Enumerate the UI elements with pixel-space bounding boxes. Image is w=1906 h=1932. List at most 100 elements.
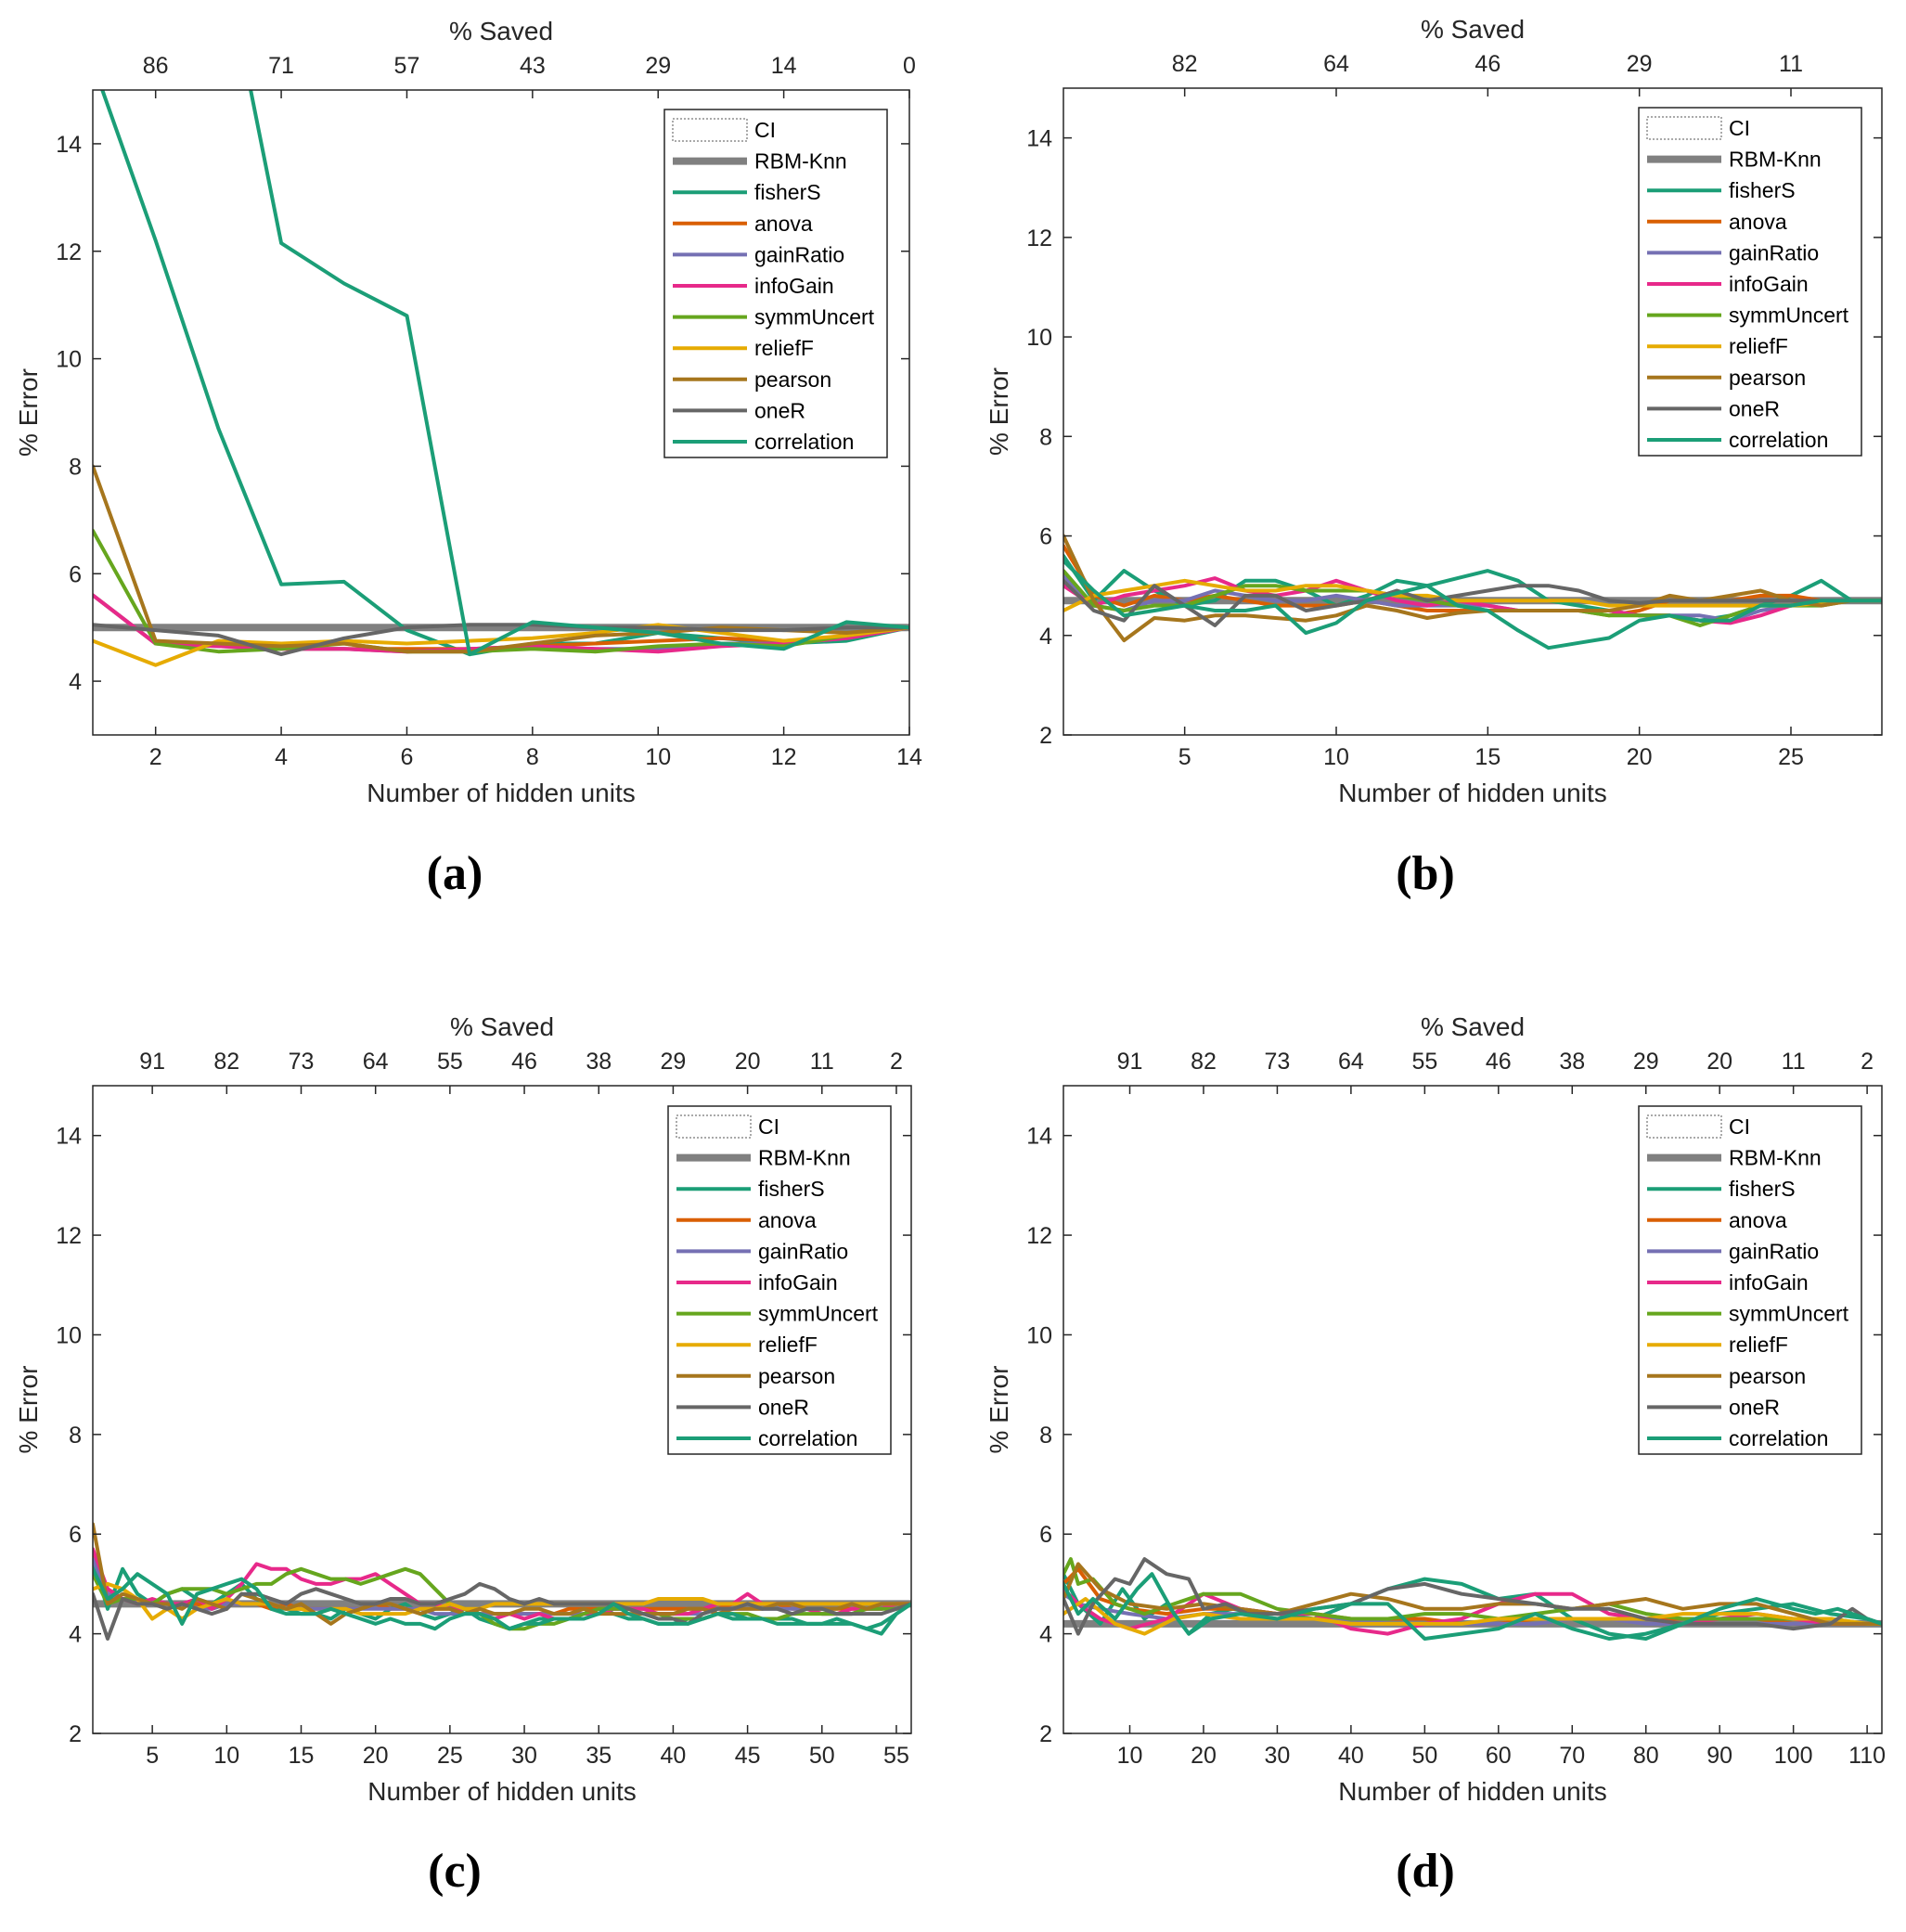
x-tick-label: 70 — [1559, 1743, 1585, 1769]
top-tick-label: 11 — [810, 1049, 834, 1075]
y-tick-label: 14 — [1026, 1124, 1052, 1150]
top-tick-label: 46 — [1475, 51, 1500, 77]
x-tick-label: 110 — [1848, 1743, 1886, 1769]
top-tick-label: 82 — [213, 1049, 239, 1075]
top-tick-label: 29 — [661, 1049, 687, 1075]
top-tick-label: 11 — [1782, 1049, 1806, 1075]
x-tick-label: 8 — [526, 744, 539, 770]
top-tick-label: 20 — [735, 1049, 761, 1075]
top-tick-label: 91 — [1117, 1049, 1143, 1075]
y-tick-label: 14 — [56, 132, 82, 158]
series-line-pearson — [1063, 534, 1882, 643]
panel-label: (b) — [1396, 847, 1455, 900]
y-tick-label: 6 — [1039, 524, 1052, 550]
y-tick-label: 2 — [69, 1721, 82, 1747]
top-tick-label: 91 — [139, 1049, 165, 1075]
y-axis-label: % Error — [14, 1366, 43, 1454]
y-tick-label: 6 — [69, 561, 82, 587]
top-tick-label: 29 — [645, 53, 671, 79]
top-tick-label: 11 — [1779, 51, 1803, 77]
top-tick-label: 55 — [1411, 1049, 1437, 1075]
x-tick-label: 50 — [1411, 1743, 1437, 1769]
legend-box — [663, 109, 888, 458]
y-tick-label: 6 — [69, 1522, 82, 1548]
y-tick-label: 2 — [1039, 723, 1052, 749]
y-tick-label: 10 — [1026, 1322, 1052, 1348]
legend-box — [1638, 1105, 1862, 1455]
x-tick-label: 6 — [401, 744, 414, 770]
y-tick-label: 4 — [1039, 1622, 1052, 1648]
series-line-correlation — [1063, 1572, 1882, 1641]
top-axis-label: % Saved — [450, 1012, 554, 1041]
top-tick-label: 38 — [1559, 1049, 1585, 1075]
x-tick-label: 90 — [1706, 1743, 1732, 1769]
series-group — [93, 1522, 911, 1641]
legend-label: RBM-Knn — [1729, 148, 1822, 172]
legend-swatch-ci — [1646, 1114, 1722, 1139]
y-tick-label: 14 — [56, 1124, 82, 1150]
legend: CI RBM-Knn fisherS anova gainRatio infoGain sy… — [1638, 1105, 1862, 1455]
x-tick-label: 35 — [586, 1743, 612, 1769]
top-tick-label: 64 — [363, 1049, 389, 1075]
x-tick-label: 20 — [363, 1743, 389, 1769]
x-tick-label: 15 — [1475, 744, 1500, 770]
legend-label: anova — [758, 1208, 817, 1232]
legend-label: symmUncert — [1729, 1302, 1849, 1326]
top-axis-label: % Saved — [1421, 15, 1525, 44]
y-axis-label: % Error — [985, 1366, 1013, 1454]
top-tick-label: 86 — [143, 53, 169, 79]
legend-label: gainRatio — [1729, 240, 1819, 264]
top-tick-label: 20 — [1706, 1049, 1732, 1075]
y-tick-label: 10 — [56, 1322, 82, 1348]
legend-label: anova — [1729, 1208, 1787, 1232]
x-tick-label: 25 — [1778, 744, 1804, 770]
legend-label: oneR — [1729, 1395, 1780, 1419]
x-axis-label: Number of hidden units — [367, 1777, 637, 1806]
legend: CI RBM-Knn fisherS anova gainRatio infoGain sy… — [1638, 107, 1862, 457]
series-line-symmuncert — [93, 1566, 911, 1631]
x-tick-label: 40 — [1338, 1743, 1364, 1769]
series-line-oner — [1063, 578, 1882, 627]
series-line-oner — [93, 623, 909, 657]
legend-label: reliefF — [754, 336, 814, 360]
top-tick-label: 73 — [289, 1049, 315, 1075]
x-tick-label: 14 — [896, 744, 922, 770]
series-line-relieff — [1063, 1597, 1882, 1636]
y-tick-label: 4 — [69, 669, 82, 695]
legend-label: pearson — [1729, 366, 1806, 390]
x-axis-label: Number of hidden units — [1338, 779, 1607, 807]
y-tick-label: 6 — [1039, 1522, 1052, 1548]
legend-label: infoGain — [1729, 1270, 1809, 1294]
y-tick-label: 10 — [56, 347, 82, 373]
y-tick-label: 12 — [56, 1223, 82, 1249]
legend-label: symmUncert — [754, 305, 875, 329]
top-tick-label: 29 — [1633, 1049, 1659, 1075]
legend: CI RBM-Knn fisherS anova gainRatio infoGain sy… — [663, 109, 888, 458]
legend-label: gainRatio — [754, 242, 844, 266]
legend: CI RBM-Knn fisherS anova gainRatio infoGain sy… — [667, 1105, 892, 1455]
x-tick-label: 30 — [511, 1743, 537, 1769]
legend-label: infoGain — [758, 1270, 838, 1294]
series-group — [1063, 1557, 1882, 1641]
x-axis-label: Number of hidden units — [367, 779, 636, 807]
legend-label: CI — [1729, 116, 1750, 140]
panel-a: 2 4 6 8 10 12 14 86 71 57 43 29 14 0 4 6 8 10 12 14 Number o… — [14, 17, 922, 900]
x-tick-label: 25 — [437, 1743, 463, 1769]
series-line-symmuncert — [93, 528, 909, 654]
top-tick-label: 46 — [1486, 1049, 1512, 1075]
y-tick-label: 8 — [1039, 424, 1052, 450]
legend-label: correlation — [1729, 1426, 1828, 1450]
top-tick-label: 43 — [520, 53, 546, 79]
x-tick-label: 12 — [771, 744, 797, 770]
legend-label: symmUncert — [1729, 303, 1849, 328]
x-tick-label: 20 — [1627, 744, 1653, 770]
x-tick-label: 55 — [883, 1743, 909, 1769]
legend-label: correlation — [754, 430, 854, 454]
series-group — [1063, 534, 1882, 650]
x-tick-label: 5 — [1178, 744, 1191, 770]
panel-label: (d) — [1396, 1845, 1455, 1898]
y-tick-label: 8 — [69, 454, 82, 480]
